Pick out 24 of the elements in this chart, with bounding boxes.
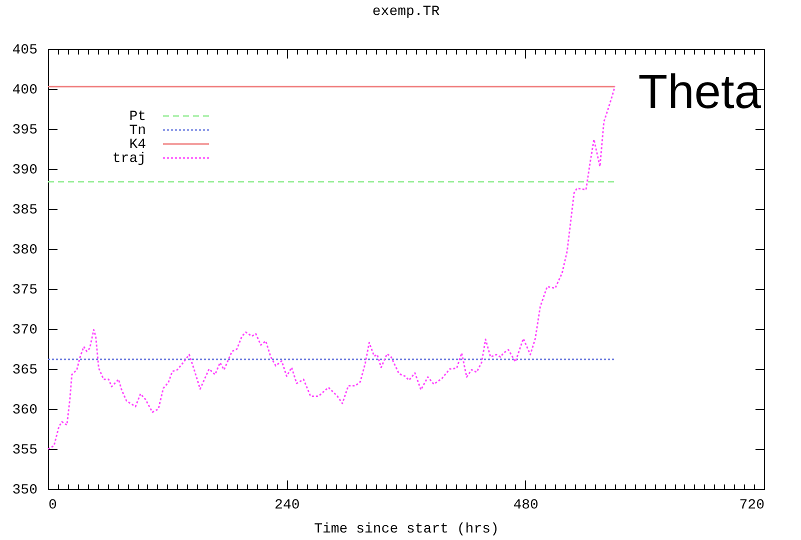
- chart-title: exemp.TR: [372, 4, 440, 20]
- x-tick-label: 0: [48, 498, 57, 514]
- y-tick-label: 395: [12, 122, 38, 138]
- line-series: [47, 86, 616, 450]
- y-tick-label: 375: [12, 282, 38, 298]
- x-tick-label: 480: [513, 498, 538, 514]
- annotation: Theta: [638, 66, 762, 119]
- y-tick-label: 370: [12, 322, 38, 338]
- y-tick-label: 385: [12, 202, 38, 218]
- y-tick-label: 405: [12, 42, 38, 58]
- x-axis-title: Time since start (hrs): [314, 522, 499, 538]
- legend-label: K4: [129, 137, 146, 153]
- y-tick-label: 365: [12, 362, 38, 378]
- y-tick-label: 355: [12, 442, 38, 458]
- x-tick-label: 720: [739, 498, 764, 514]
- y-tick-label: 400: [12, 82, 38, 98]
- y-tick-label: 350: [12, 482, 38, 498]
- y-tick-label: 390: [12, 162, 38, 178]
- legend-label: Pt: [129, 109, 146, 125]
- x-tick-label: 240: [274, 498, 300, 514]
- y-tick-label: 360: [12, 402, 38, 418]
- legend-label: Tn: [129, 123, 146, 139]
- legend-label: traj: [112, 151, 146, 167]
- y-tick-label: 380: [12, 242, 38, 258]
